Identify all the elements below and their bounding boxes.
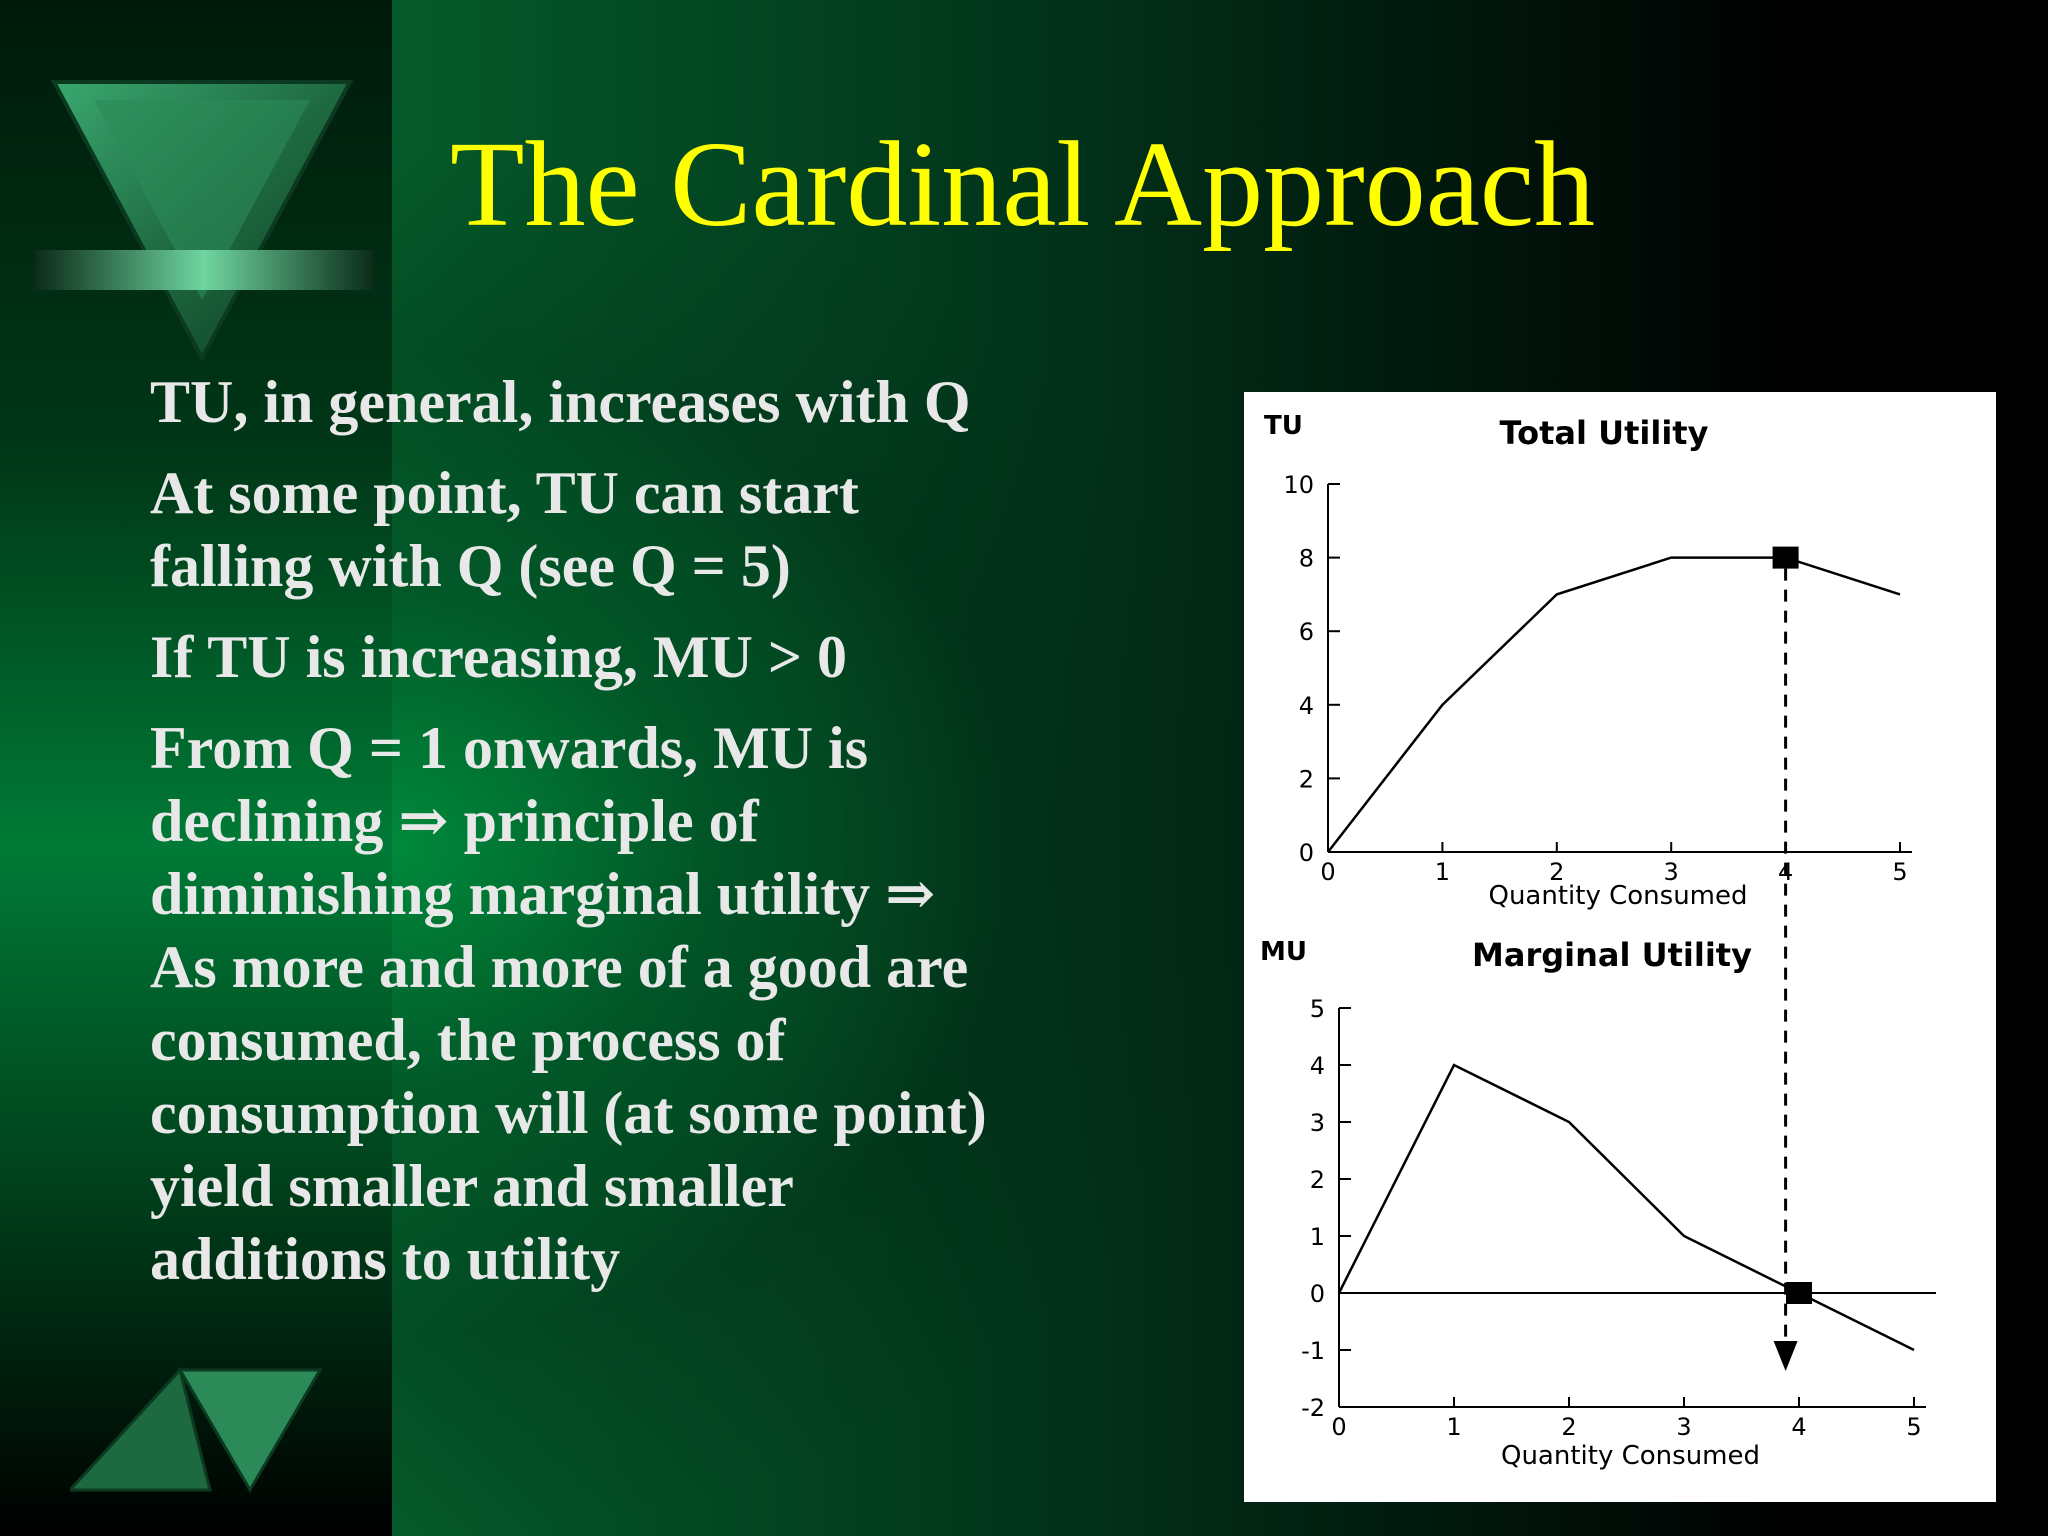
x-tick-label: 5 (1892, 858, 1907, 886)
x-tick-label: 0 (1320, 858, 1335, 886)
y-tick-label: 2 (1299, 765, 1314, 793)
slide-title: The Cardinal Approach (450, 117, 1596, 252)
x-tick-label: 5 (1906, 1413, 1921, 1441)
x-tick-label: 2 (1561, 1413, 1576, 1441)
data-marker (1772, 546, 1799, 569)
bullet-item: If TU is increasing, MU > 0 (150, 624, 848, 690)
bullet-list: TU, in general, increases with Q At some… (150, 366, 1010, 1314)
x-tick-label: 1 (1446, 1413, 1461, 1441)
x-tick-label: 3 (1676, 1413, 1691, 1441)
y-axis-label: MU (1260, 937, 1307, 967)
utility-charts: Total Utility TU Quantity Consumed 0 2 4 6 8 10 0… (1244, 392, 1996, 1502)
y-tick-label: 8 (1299, 545, 1314, 573)
y-axis-label: TU (1264, 411, 1303, 441)
y-tick-label: 1 (1310, 1223, 1325, 1251)
y-tick-label: -2 (1301, 1394, 1325, 1422)
x-tick-label: 2 (1549, 858, 1564, 886)
x-tick-label: 0 (1331, 1413, 1346, 1441)
triangle-logo-small-icon (70, 1366, 323, 1493)
x-tick-label: 1 (1435, 858, 1450, 886)
y-tick-label: 3 (1310, 1109, 1325, 1137)
chart-title: Total Utility (1500, 414, 1709, 452)
y-tick-label: 5 (1310, 995, 1325, 1023)
y-tick-label: -1 (1301, 1337, 1325, 1365)
y-tick-label: 6 (1299, 618, 1314, 646)
triangle-logo-icon (34, 80, 374, 363)
y-tick-label: 0 (1310, 1280, 1325, 1308)
x-tick-label: 3 (1664, 858, 1679, 886)
bullet-item: At some point, TU can start falling with… (150, 460, 859, 599)
x-axis-label: Quantity Consumed (1501, 1441, 1760, 1471)
bullet-item: TU, in general, increases with Q (150, 369, 971, 435)
x-tick-label: 4 (1791, 1413, 1806, 1441)
bullet-item: From Q = 1 onwards, MU is declining ⇒ pr… (150, 715, 987, 1292)
x-axis-label: Quantity Consumed (1488, 881, 1747, 911)
y-tick-label: 4 (1310, 1052, 1325, 1080)
series-line (1327, 556, 1901, 853)
arrow-down-icon (1773, 1341, 1798, 1371)
y-tick-label: 0 (1299, 839, 1314, 867)
data-marker (1786, 1282, 1812, 1304)
y-tick-label: 4 (1299, 692, 1314, 720)
series-line (1337, 1063, 1915, 1352)
chart-title: Marginal Utility (1472, 936, 1752, 974)
y-tick-label: 10 (1283, 471, 1314, 499)
y-tick-label: 2 (1310, 1166, 1325, 1194)
